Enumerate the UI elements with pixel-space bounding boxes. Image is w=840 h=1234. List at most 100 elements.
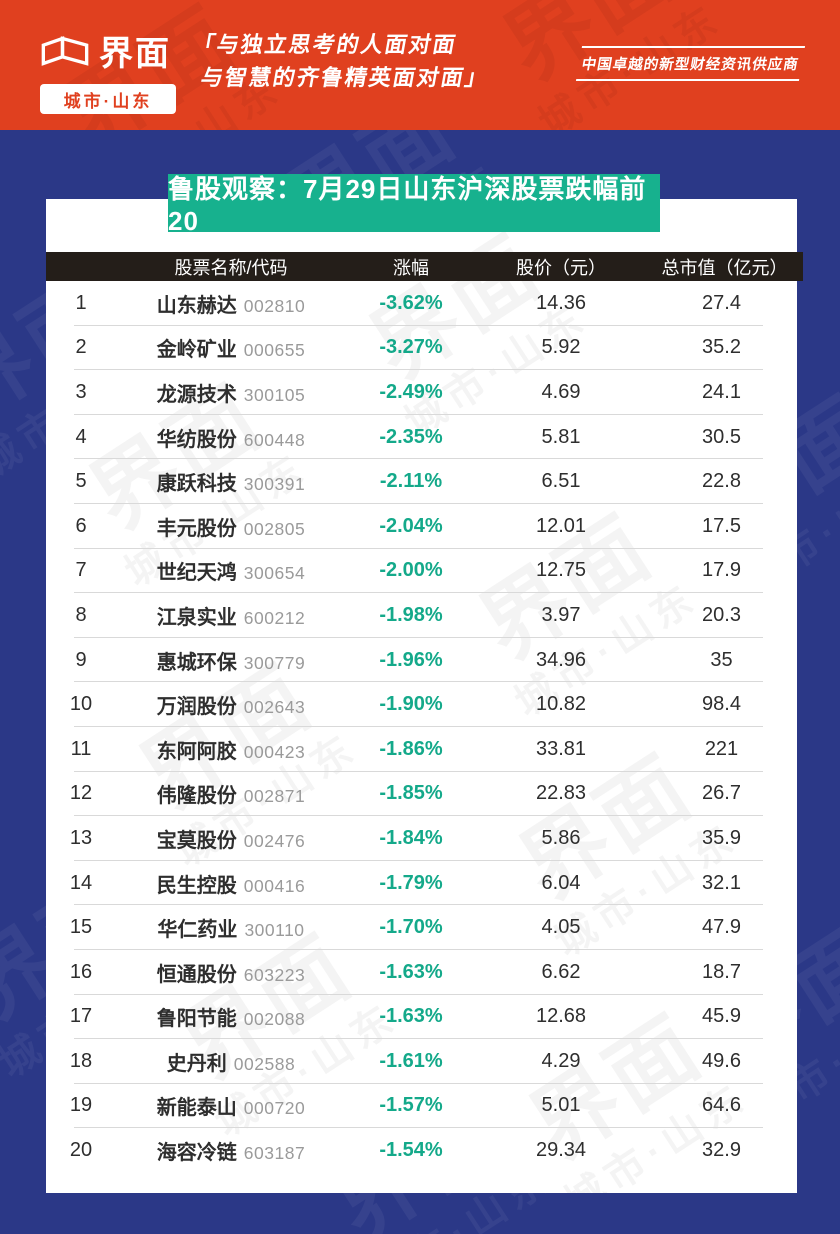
rank-cell: 19 (69, 1094, 93, 1117)
stock-code: 603223 (243, 964, 306, 985)
stock-cell: 史丹利 002588 (116, 1047, 346, 1076)
stock-name: 万润股份 (156, 696, 237, 719)
rank-cell: 2 (75, 336, 87, 359)
rank-cell: 20 (69, 1139, 93, 1162)
stock-code: 300105 (243, 384, 306, 405)
change-cell: -2.49% (379, 380, 443, 403)
price-cell: 4.69 (541, 380, 581, 403)
stock-code: 300654 (243, 563, 306, 584)
change-cell: -1.70% (379, 916, 443, 939)
stock-cell: 龙源技术 300105 (116, 378, 346, 407)
stock-name: 华纺股份 (156, 428, 237, 451)
stock-cell: 世纪天鸿 300654 (116, 556, 346, 585)
table-row: 13 宝莫股份 002476 -1.84% 5.86 35.9 (46, 816, 797, 861)
stock-name: 金岭矿业 (156, 339, 237, 362)
rank-cell: 4 (75, 425, 87, 448)
table-body: 1 山东赫达 002810 -3.62% 14.36 27.4 2 金岭矿业 0… (46, 281, 797, 1173)
change-cell: -1.54% (379, 1139, 443, 1162)
stock-code: 300779 (243, 652, 306, 673)
table-row: 20 海容冷链 603187 -1.54% 29.34 32.9 (46, 1128, 797, 1173)
price-cell: 12.75 (535, 559, 587, 582)
stock-cell: 海容冷链 603187 (116, 1136, 346, 1165)
stock-cell: 惠城环保 300779 (116, 646, 346, 675)
stock-cell: 华纺股份 600448 (116, 423, 346, 452)
price-cell: 5.86 (541, 826, 581, 849)
stock-code: 600212 (243, 607, 306, 628)
change-cell: -2.35% (379, 425, 443, 448)
price-cell: 3.97 (541, 603, 581, 626)
stock-cell: 金岭矿业 000655 (116, 333, 346, 362)
change-cell: -2.11% (379, 470, 443, 493)
stock-code: 002476 (243, 830, 306, 851)
rank-cell: 3 (75, 380, 87, 403)
marketcap-cell: 49.6 (702, 1049, 741, 1072)
table-row: 9 惠城环保 300779 -1.96% 34.96 35 (46, 638, 797, 683)
table-row: 19 新能泰山 000720 -1.57% 5.01 64.6 (46, 1084, 797, 1129)
stock-name: 丰元股份 (156, 517, 237, 540)
marketcap-cell: 26.7 (702, 782, 741, 805)
stock-name: 恒通股份 (156, 963, 237, 986)
table-row: 3 龙源技术 300105 -2.49% 4.69 24.1 (46, 370, 797, 415)
slogan-line2: 与智慧的齐鲁精英面对面」 (198, 65, 492, 90)
rank-cell: 7 (75, 559, 87, 582)
rank-cell: 8 (75, 603, 87, 626)
price-cell: 6.62 (541, 960, 581, 983)
stock-code: 002588 (233, 1053, 296, 1074)
marketcap-cell: 98.4 (702, 693, 741, 716)
price-cell: 12.01 (535, 514, 587, 537)
stock-code: 603187 (243, 1143, 306, 1164)
rank-cell: 9 (75, 648, 87, 671)
stock-name: 史丹利 (166, 1052, 227, 1075)
price-cell: 10.82 (535, 693, 587, 716)
stock-cell: 江泉实业 600212 (116, 601, 346, 630)
col-stock: 股票名称/代码 (174, 257, 288, 278)
tagline: 中国卓越的新型财经资讯供应商 (575, 46, 806, 81)
price-cell: 33.81 (535, 737, 587, 760)
marketcap-cell: 18.7 (702, 960, 741, 983)
table-row: 12 伟隆股份 002871 -1.85% 22.83 26.7 (46, 772, 797, 817)
price-cell: 5.81 (541, 425, 581, 448)
rank-cell: 10 (69, 693, 93, 716)
table-row: 15 华仁药业 300110 -1.70% 4.05 47.9 (46, 905, 797, 950)
stock-name: 康跃科技 (156, 473, 237, 496)
rank-cell: 5 (75, 470, 87, 493)
stock-name: 宝莫股份 (156, 829, 237, 852)
stock-cell: 民生控股 000416 (116, 869, 346, 898)
jiemian-logo-icon (41, 35, 89, 66)
change-cell: -3.27% (379, 336, 443, 359)
table-row: 8 江泉实业 600212 -1.98% 3.97 20.3 (46, 593, 797, 638)
rank-cell: 18 (69, 1049, 93, 1072)
stock-code: 300391 (243, 474, 306, 495)
stock-cell: 万润股份 002643 (116, 690, 346, 719)
marketcap-cell: 30.5 (702, 425, 741, 448)
stock-code: 000423 (243, 741, 306, 762)
stock-code: 002088 (243, 1009, 306, 1030)
marketcap-cell: 35.9 (702, 826, 741, 849)
marketcap-cell: 17.5 (702, 514, 741, 537)
change-cell: -3.62% (379, 291, 443, 314)
stock-code: 002810 (243, 295, 306, 316)
marketcap-cell: 32.9 (702, 1139, 741, 1162)
table-header: 股票名称/代码 涨幅 股价（元） 总市值（亿元） (46, 252, 803, 281)
rank-cell: 17 (69, 1005, 93, 1028)
change-cell: -1.85% (379, 782, 443, 805)
change-cell: -1.79% (379, 871, 443, 894)
stock-cell: 丰元股份 002805 (116, 512, 346, 541)
stock-cell: 伟隆股份 002871 (116, 779, 346, 808)
marketcap-cell: 45.9 (702, 1005, 741, 1028)
slogan: 「与独立思考的人面对面 与智慧的齐鲁精英面对面」 (184, 28, 498, 94)
table-row: 14 民生控股 000416 -1.79% 6.04 32.1 (46, 861, 797, 906)
page-title: 鲁股观察：7月29日山东沪深股票跌幅前20 (168, 174, 647, 236)
rank-cell: 14 (69, 871, 93, 894)
stock-name: 江泉实业 (156, 606, 237, 629)
stock-code: 002643 (243, 697, 306, 718)
stock-name: 新能泰山 (156, 1097, 237, 1120)
stock-name: 世纪天鸿 (156, 562, 237, 585)
col-marketcap: 总市值（亿元） (661, 257, 788, 278)
marketcap-cell: 35.2 (702, 336, 741, 359)
stock-code: 002871 (243, 786, 306, 807)
price-cell: 4.05 (541, 916, 581, 939)
marketcap-cell: 35 (710, 648, 733, 671)
stock-cell: 华仁药业 300110 (116, 913, 346, 942)
